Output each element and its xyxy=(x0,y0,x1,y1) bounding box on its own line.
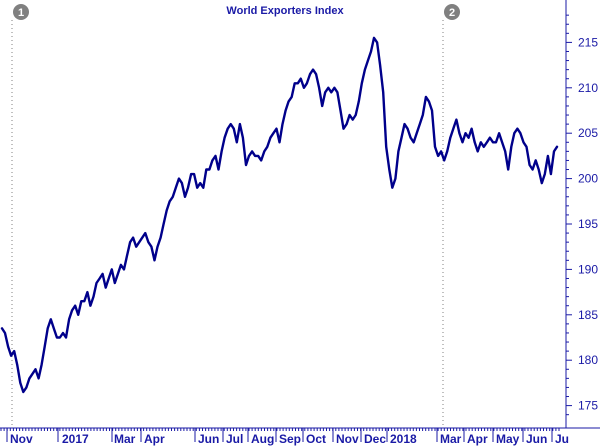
x-tick-label: Nov xyxy=(10,432,33,446)
x-tick-label: Apr xyxy=(467,432,488,446)
x-tick-label: May xyxy=(496,432,520,446)
x-tick-label: Dec xyxy=(364,432,386,446)
x-tick-label: 2018 xyxy=(390,432,417,446)
x-tick-label: Apr xyxy=(144,432,165,446)
y-tick-label: 190 xyxy=(578,262,598,276)
y-axis: 175 180 185 190 195 200 205 210 215 xyxy=(565,0,598,428)
y-tick-label: 210 xyxy=(578,81,598,95)
x-tick-label: Mar xyxy=(440,432,462,446)
x-axis: Nov 2017 Mar Apr Jun Jul Aug Sep Oct Nov Dec 2018 Ma… xyxy=(0,427,600,446)
x-tick-label: Oct xyxy=(306,432,326,446)
event-marker-lines xyxy=(11,20,444,428)
x-tick-label: Nov xyxy=(336,432,359,446)
x-tick-label: Mar xyxy=(114,432,136,446)
event-marker-badge xyxy=(13,4,29,20)
y-tick-label: 205 xyxy=(578,126,598,140)
x-tick-label: Jun xyxy=(198,432,219,446)
series-line xyxy=(0,36,559,394)
y-tick-label: 215 xyxy=(578,35,598,49)
chart-title: World Exporters Index xyxy=(226,5,344,17)
y-tick-label: 200 xyxy=(578,172,598,186)
y-tick-label: 175 xyxy=(578,399,598,413)
x-tick-label: Ju xyxy=(555,432,569,446)
x-tick-label: Jun xyxy=(526,432,547,446)
event-marker-badge xyxy=(444,4,460,20)
x-tick-label: 2017 xyxy=(62,432,89,446)
event-marker-label: 2 xyxy=(449,7,455,19)
y-tick-label: 195 xyxy=(578,217,598,231)
y-tick-label: 180 xyxy=(578,353,598,367)
x-tick-label: Jul xyxy=(226,432,243,446)
x-tick-label: Sep xyxy=(279,432,301,446)
x-tick-label: Aug xyxy=(251,432,274,446)
y-tick-label: 185 xyxy=(578,308,598,322)
event-marker-label: 1 xyxy=(18,7,24,19)
